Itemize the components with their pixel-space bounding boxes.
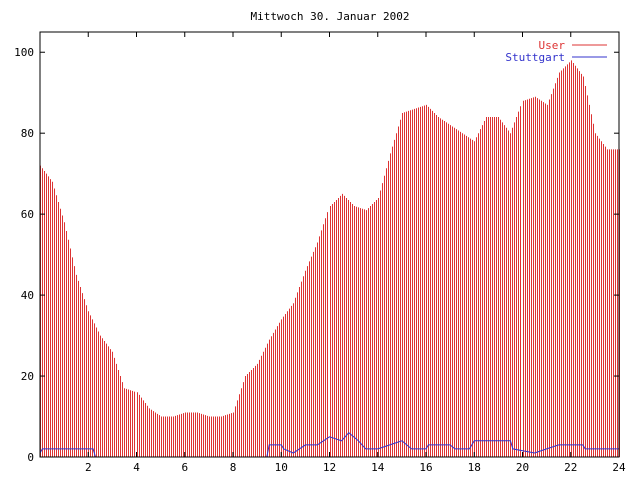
x-tick-label: 14 [371,461,385,474]
legend-label: User [539,39,566,52]
legend-label: Stuttgart [505,51,565,64]
x-tick-label: 10 [275,461,288,474]
x-tick-label: 4 [133,461,140,474]
y-tick-label: 80 [21,127,34,140]
y-tick-label: 20 [21,370,34,383]
x-tick-label: 2 [85,461,92,474]
stuttgart-series [39,432,619,458]
y-tick-label: 40 [21,289,34,302]
y-axis: 0 20 40 60 80 100 [14,46,619,464]
x-tick-label: 16 [419,461,432,474]
x-tick-label: 20 [516,461,529,474]
x-tick-label: 8 [230,461,237,474]
stuttgart-line [39,432,619,458]
x-tick-label: 6 [181,461,188,474]
x-tick-label: 24 [612,461,626,474]
y-tick-label: 0 [27,451,34,464]
chart-title: Mittwoch 30. Januar 2002 [251,10,410,23]
x-tick-label: 12 [323,461,336,474]
x-tick-label: 18 [468,461,481,474]
x-axis: 2 4 6 8 10 12 14 16 18 20 22 24 [85,32,626,474]
x-tick-label: 22 [564,461,577,474]
y-tick-label: 100 [14,46,34,59]
user-bars [40,60,620,457]
y-tick-label: 60 [21,208,34,221]
